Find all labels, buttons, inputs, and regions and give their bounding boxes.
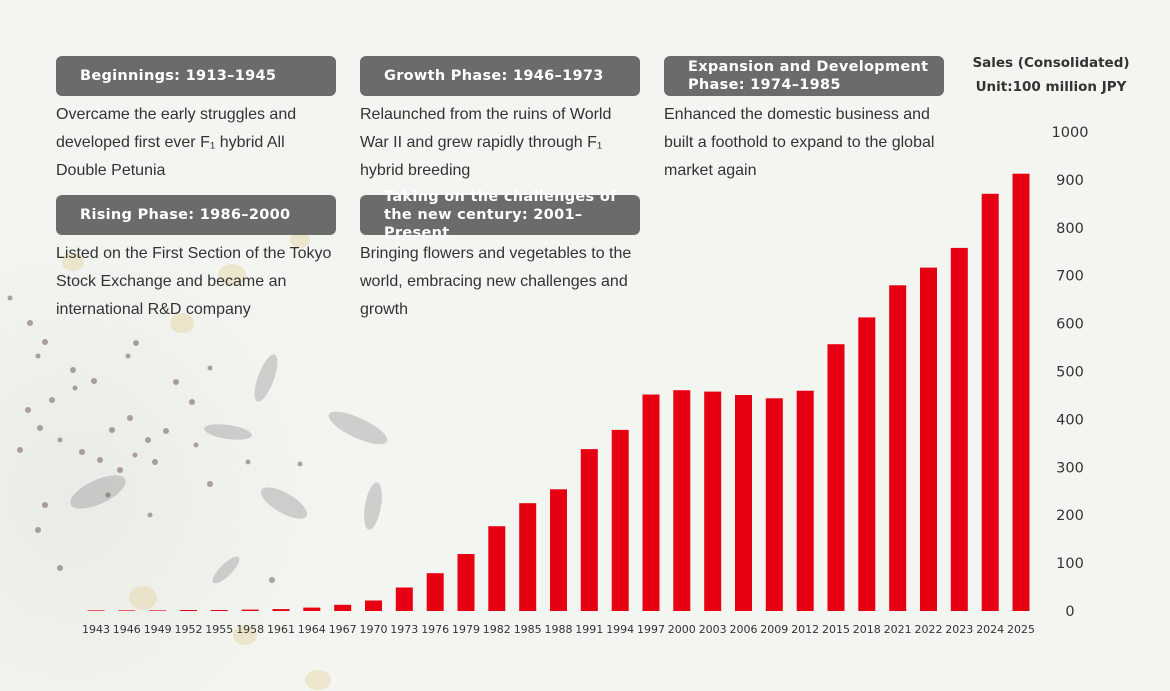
x-tick-label: 1970 — [360, 623, 388, 636]
y-tick-label: 400 — [1056, 412, 1084, 428]
phase-description: Overcame the early struggles and develop… — [56, 106, 297, 179]
x-tick-label: 1985 — [514, 623, 542, 636]
x-tick-label: 1973 — [390, 623, 418, 636]
x-tick-label: 2025 — [1007, 623, 1035, 636]
phase-description: Bringing flowers and vegetables to the w… — [360, 245, 632, 318]
bar-1988 — [550, 489, 567, 611]
x-tick-label: 1982 — [483, 623, 511, 636]
phase-description: Enhanced the domestic business and built… — [664, 106, 935, 179]
y-axis-unit: Unit:100 million JPY — [975, 79, 1127, 95]
bar-1964 — [303, 607, 321, 611]
bar-2025 — [1012, 173, 1030, 611]
bar-2022 — [920, 267, 937, 611]
phase-description: Relaunched from the ruins of World War I… — [360, 106, 612, 179]
bar-1973 — [395, 587, 413, 611]
x-tick-label: 1997 — [637, 623, 665, 636]
x-tick-label: 1988 — [545, 623, 573, 636]
y-axis-label: Sales (Consolidated) — [972, 55, 1130, 71]
x-tick-label: 2000 — [668, 623, 696, 636]
bar-2023 — [950, 247, 968, 611]
x-tick-label: 1976 — [421, 623, 449, 636]
phase-beginnings: Beginnings: 1913–1945 Overcame the early… — [56, 56, 336, 185]
x-tick-label: 2022 — [915, 623, 943, 636]
phase-title: Beginnings: 1913–1945 — [56, 56, 336, 96]
bar-1997 — [642, 394, 660, 611]
bar-2009 — [765, 398, 783, 611]
bar-1979 — [457, 554, 475, 611]
y-tick-label: 200 — [1056, 508, 1084, 524]
y-tick-label: 500 — [1056, 365, 1084, 381]
axis-title: Sales (Consolidated) Unit:100 million JP… — [968, 51, 1134, 99]
bar-1952 — [180, 610, 197, 611]
y-tick-label: 300 — [1056, 460, 1084, 476]
bar-1982 — [488, 526, 506, 611]
x-tick-label: 1964 — [298, 623, 326, 636]
x-tick-label: 1961 — [267, 623, 295, 636]
bar-1970 — [365, 600, 382, 611]
bar-1967 — [334, 604, 352, 611]
x-tick-label: 1952 — [175, 623, 203, 636]
phase-rising: Rising Phase: 1986–2000 Listed on the Fi… — [56, 195, 336, 324]
bar-2015 — [827, 344, 845, 611]
y-tick-label: 1000 — [1052, 125, 1089, 141]
y-tick-label: 100 — [1056, 556, 1084, 572]
bar-1961 — [272, 609, 290, 611]
x-tick-label: 1943 — [82, 623, 110, 636]
bar-1946 — [118, 610, 136, 611]
x-tick-label: 2024 — [976, 623, 1004, 636]
bar-1976 — [426, 573, 444, 611]
x-tick-label: 1946 — [113, 623, 141, 636]
x-tick-label: 1979 — [452, 623, 480, 636]
phase-growth: Growth Phase: 1946–1973 Relaunched from … — [360, 56, 640, 185]
x-tick-label: 1949 — [144, 623, 172, 636]
x-tick-label: 2021 — [884, 623, 912, 636]
x-tick-label: 2006 — [730, 623, 758, 636]
y-tick-label: 800 — [1056, 221, 1084, 237]
bar-2021 — [889, 285, 907, 611]
bar-2024 — [981, 193, 999, 612]
y-tick-label: 900 — [1056, 173, 1084, 189]
phase-description: Listed on the First Section of the Tokyo… — [56, 245, 332, 318]
bar-1991 — [580, 449, 598, 611]
bar-2000 — [673, 390, 691, 611]
phase-expansion: Expansion and Development Phase: 1974–19… — [664, 56, 944, 185]
y-tick-label: 700 — [1056, 269, 1084, 285]
bar-1955 — [210, 610, 228, 611]
bar-1958 — [241, 609, 259, 611]
x-tick-label: 1967 — [329, 623, 357, 636]
bar-2012 — [796, 390, 814, 611]
bar-2003 — [704, 391, 722, 611]
x-tick-label: 2015 — [822, 623, 850, 636]
x-tick-label: 2012 — [791, 623, 819, 636]
bar-1994 — [611, 429, 629, 611]
x-tick-label: 2003 — [699, 623, 727, 636]
x-tick-label: 1994 — [606, 623, 634, 636]
x-tick-label: 1991 — [575, 623, 603, 636]
x-tick-label: 2018 — [853, 623, 881, 636]
x-tick-label: 1958 — [236, 623, 264, 636]
x-tick-label: 1955 — [205, 623, 233, 636]
bar-1949 — [149, 610, 167, 611]
x-tick-label: 2023 — [945, 623, 973, 636]
bar-2006 — [735, 395, 752, 611]
bar-2018 — [858, 317, 876, 611]
bar-1943 — [87, 610, 105, 611]
x-tick-label: 2009 — [760, 623, 788, 636]
phase-title: Expansion and Development Phase: 1974–19… — [664, 56, 944, 96]
phase-title: Growth Phase: 1946–1973 — [360, 56, 640, 96]
y-tick-label: 600 — [1056, 317, 1084, 333]
phase-title: Rising Phase: 1986–2000 — [56, 195, 336, 235]
bar-1985 — [519, 503, 537, 611]
y-tick-label: 0 — [1065, 604, 1074, 620]
